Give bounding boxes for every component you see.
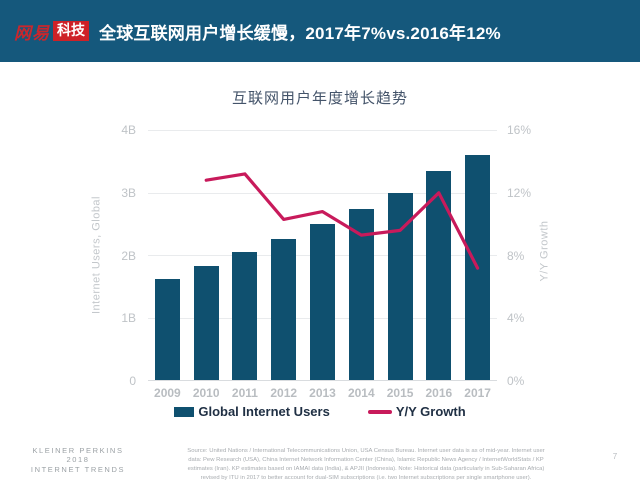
bar-2013 bbox=[310, 223, 336, 380]
right-axis-ticks: 16% 12% 8% 4% 0% bbox=[507, 123, 567, 388]
left-axis-tick: 2B bbox=[121, 248, 136, 263]
bar-column-2014 bbox=[342, 130, 381, 380]
plot-area bbox=[148, 130, 497, 381]
bar-2009 bbox=[154, 278, 180, 380]
source-note: Source: United Nations / International T… bbox=[187, 448, 545, 480]
brand-line: 2018 bbox=[66, 455, 90, 465]
bar-column-2009 bbox=[148, 130, 187, 380]
brand-line: KLEINER PERKINS bbox=[32, 446, 124, 455]
brand-line: INTERNET TRENDS bbox=[30, 464, 126, 474]
legend-item-users: Global Internet Users bbox=[174, 404, 330, 419]
left-axis-tick: 4B bbox=[121, 123, 136, 137]
left-axis-tick: 0 bbox=[129, 374, 136, 388]
left-axis-tick: 1B bbox=[121, 311, 136, 326]
bar-2014 bbox=[348, 209, 374, 380]
page-title: 全球互联网用户增长缓慢，2017年7%vs.2016年12% bbox=[99, 23, 501, 43]
gridline bbox=[148, 130, 497, 131]
x-axis-tick-2011: 2011 bbox=[231, 386, 258, 400]
netease-tech-logo: 网易 科技 bbox=[14, 19, 89, 44]
line-swatch-icon bbox=[367, 409, 392, 414]
legend-item-growth: Y/Y Growth bbox=[367, 404, 466, 419]
bar-column-2011 bbox=[226, 130, 265, 380]
page-number: 7 bbox=[612, 452, 618, 461]
x-axis-tick-2014: 2014 bbox=[347, 386, 375, 400]
bar-column-2013 bbox=[303, 130, 342, 380]
gridline bbox=[148, 192, 497, 194]
tech-logo-badge: 科技 bbox=[53, 21, 89, 41]
header-bar: 网易 科技 全球互联网用户增长缓慢，2017年7%vs.2016年12% bbox=[0, 0, 640, 62]
right-axis-tick: 0% bbox=[507, 374, 525, 388]
x-axis-tick-2016: 2016 bbox=[425, 386, 453, 400]
bar-column-2010 bbox=[187, 130, 226, 380]
x-axis-tick-2013: 2013 bbox=[309, 386, 336, 400]
growth-line-series bbox=[204, 172, 480, 270]
netease-logo-text: 网易 bbox=[14, 23, 50, 43]
legend-label-users: Global Internet Users bbox=[198, 404, 330, 419]
bar-2012 bbox=[271, 238, 297, 380]
bar-2016 bbox=[426, 170, 452, 380]
left-axis-ticks: 4B 3B 2B 1B 0 bbox=[76, 123, 136, 388]
x-axis-tick-2015: 2015 bbox=[386, 386, 414, 400]
right-axis-tick: 16% bbox=[507, 123, 532, 137]
chart-legend: Global Internet Users Y/Y Growth bbox=[0, 404, 640, 419]
right-axis-tick: 8% bbox=[507, 248, 525, 263]
right-axis-tick: 4% bbox=[507, 311, 525, 326]
x-axis-ticks: 2009 2010 2011 2012 2013 2014 2015 2016 2017 bbox=[148, 386, 497, 400]
x-axis-tick-2017: 2017 bbox=[464, 386, 491, 400]
x-axis-tick-2012: 2012 bbox=[270, 386, 298, 400]
bar-swatch-icon bbox=[174, 406, 195, 417]
legend-label-growth: Y/Y Growth bbox=[395, 404, 466, 419]
growth-line bbox=[204, 172, 480, 270]
bar-2011 bbox=[232, 251, 258, 380]
right-axis-tick: 12% bbox=[507, 185, 532, 200]
bar-series bbox=[148, 130, 497, 380]
x-axis-tick-2010: 2010 bbox=[192, 386, 220, 400]
bar-2010 bbox=[193, 265, 219, 380]
chart-title: 互联网用户年度增长趋势 bbox=[231, 90, 408, 107]
bar-column-2016 bbox=[419, 130, 458, 380]
bar-column-2012 bbox=[264, 130, 303, 380]
x-axis-tick-2009: 2009 bbox=[154, 386, 181, 400]
kleiner-perkins-branding: KLEINER PERKINS 2018 INTERNET TRENDS bbox=[8, 446, 148, 474]
left-axis-tick: 3B bbox=[121, 185, 136, 200]
